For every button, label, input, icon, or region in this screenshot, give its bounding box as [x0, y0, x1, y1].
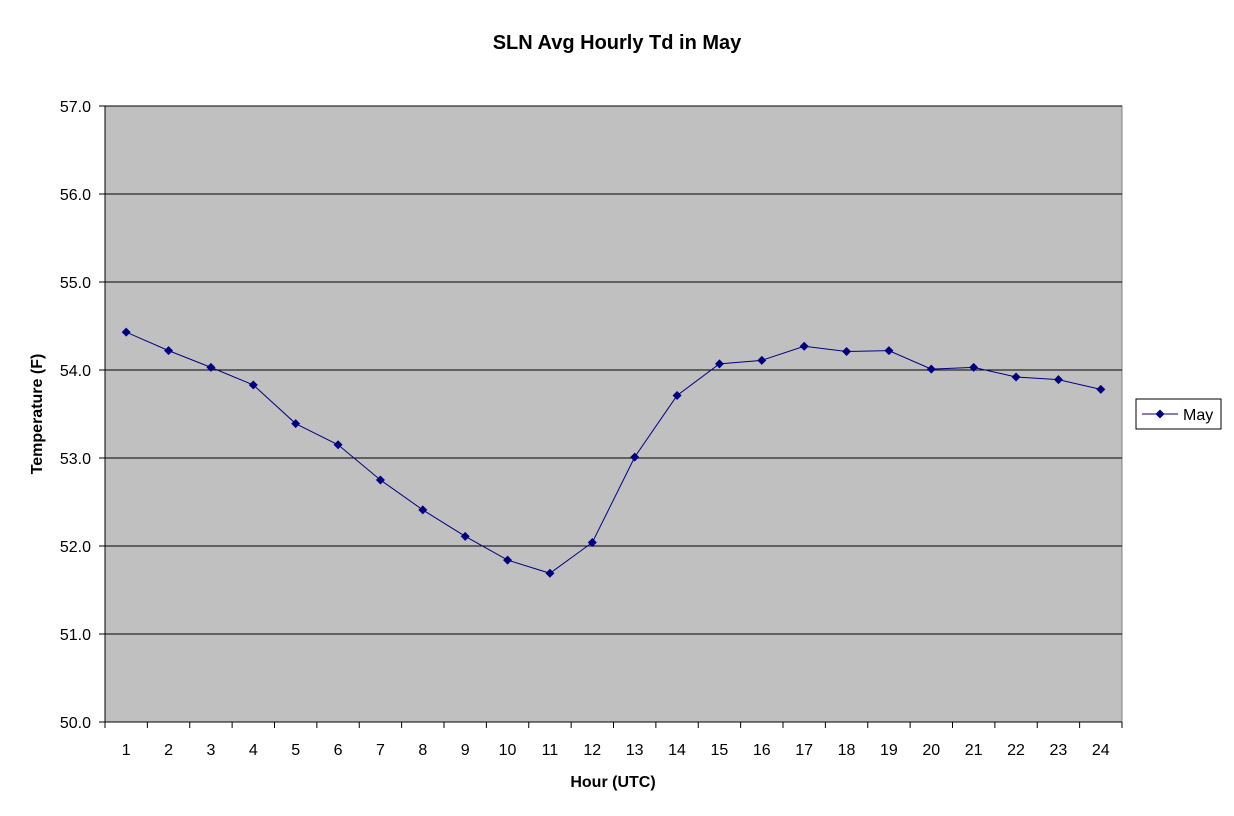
x-tick-label: 15: [711, 742, 729, 759]
y-tick-label: 56.0: [60, 187, 91, 204]
plot-area: [104, 105, 1123, 723]
legend-marker: [1155, 409, 1165, 419]
data-point: [121, 327, 131, 337]
data-point: [375, 475, 385, 485]
data-point: [884, 346, 894, 356]
y-tick-label: 55.0: [60, 275, 91, 292]
legend-label-may: May: [1183, 407, 1213, 424]
x-tick-label: 2: [164, 742, 173, 759]
data-point: [969, 362, 979, 372]
data-point: [206, 362, 216, 372]
data-point: [1096, 384, 1106, 394]
x-axis: 1 2 3 4 5 6 7 8 9 10 11 12 13 14 15 16 17 18 19 20 21 22 23 24: [104, 721, 1123, 759]
gridlines: [105, 105, 1122, 635]
y-tick-label: 50.0: [60, 715, 91, 732]
data-point: [630, 452, 640, 462]
x-tick-label: 20: [922, 742, 940, 759]
y-tick-label: 53.0: [60, 451, 91, 468]
y-axis-title: Temperature (F): [29, 354, 46, 475]
x-tick-label: 7: [376, 742, 385, 759]
x-tick-label: 3: [206, 742, 215, 759]
data-point: [545, 568, 555, 578]
x-tick-label: 21: [965, 742, 983, 759]
data-point: [587, 537, 597, 547]
x-tick-label: 10: [499, 742, 517, 759]
y-tick-label: 52.0: [60, 539, 91, 556]
data-point: [164, 346, 174, 356]
data-point: [714, 359, 724, 369]
data-point: [291, 419, 301, 429]
x-tick-label: 8: [418, 742, 427, 759]
data-point: [799, 341, 809, 351]
x-tick-label: 17: [795, 742, 813, 759]
y-axis: 50.0 51.0 52.0 53.0 54.0 55.0 56.0 57.0: [60, 99, 106, 732]
data-point: [926, 364, 936, 374]
y-tick-label: 57.0: [60, 99, 91, 116]
data-point: [1053, 375, 1063, 385]
series-may: [121, 327, 1106, 578]
data-point: [1011, 372, 1021, 382]
data-point: [460, 531, 470, 541]
x-tick-label: 9: [461, 742, 470, 759]
x-tick-label: 6: [334, 742, 343, 759]
x-tick-label: 12: [583, 742, 601, 759]
data-point: [333, 440, 343, 450]
x-tick-label: 13: [626, 742, 644, 759]
legend: May: [1135, 398, 1222, 430]
x-tick-label: 14: [668, 742, 686, 759]
y-tick-label: 54.0: [60, 363, 91, 380]
x-tick-label: 24: [1092, 742, 1110, 759]
data-point: [248, 380, 258, 390]
y-tick-label: 51.0: [60, 627, 91, 644]
x-tick-label: 23: [1050, 742, 1068, 759]
data-point: [757, 355, 767, 365]
x-tick-label: 18: [838, 742, 856, 759]
x-tick-label: 19: [880, 742, 898, 759]
x-axis-title: Hour (UTC): [570, 774, 655, 791]
data-point: [503, 555, 513, 565]
x-tick-label: 4: [249, 742, 258, 759]
x-tick-label: 1: [122, 742, 131, 759]
chart-title: SLN Avg Hourly Td in May: [493, 32, 742, 54]
data-point: [672, 391, 682, 401]
x-tick-label: 5: [291, 742, 300, 759]
x-tick-label: 22: [1007, 742, 1025, 759]
x-tick-label: 11: [542, 742, 559, 759]
series-line-may: [125, 331, 1101, 574]
data-point: [842, 347, 852, 357]
data-point: [418, 505, 428, 515]
x-tick-label: 16: [753, 742, 771, 759]
